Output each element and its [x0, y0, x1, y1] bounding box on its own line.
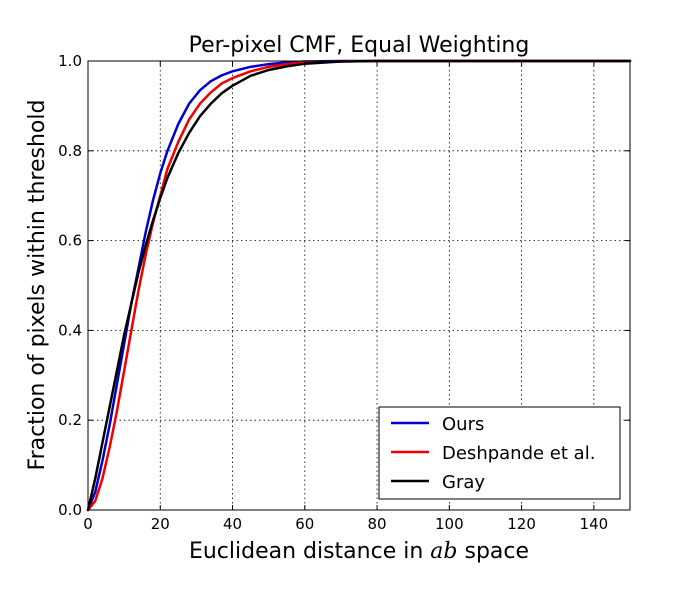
y-tick-label: 0.6: [58, 232, 82, 250]
y-tick-label: 0.4: [58, 321, 82, 339]
y-tick-label: 0.8: [58, 142, 82, 160]
x-axis-label: Euclidean distance in ab space: [189, 539, 529, 564]
x-tick-label: 20: [151, 515, 170, 533]
y-axis-label: Fraction of pixels within threshold: [25, 100, 50, 471]
x-tick-label: 60: [295, 515, 314, 533]
axis-ticks: 0 20 40 60 80 100 120 140 0.0 0.2 0.4 0.6 0.8 1.0: [58, 52, 630, 533]
series-line-deshpande-et-al: [86, 59, 632, 512]
x-tick-label: 140: [580, 515, 609, 533]
chart-title: Per-pixel CMF, Equal Weighting: [189, 33, 530, 58]
plot-frame: [87, 60, 631, 511]
x-tick-label: 120: [507, 515, 536, 533]
x-tick-label: 80: [368, 515, 387, 533]
legend-label-ours: Ours: [442, 414, 484, 435]
legend-label-deshpande: Deshpande et al.: [442, 443, 595, 464]
x-tick-label: 0: [83, 515, 93, 533]
y-tick-label: 0.0: [58, 501, 82, 519]
series-lines: [86, 59, 632, 512]
x-tick-label: 40: [223, 515, 242, 533]
legend-label-gray: Gray: [442, 472, 485, 493]
legend: Ours Deshpande et al. Gray: [378, 406, 621, 500]
y-tick-label: 1.0: [58, 52, 82, 70]
x-tick-label: 100: [435, 515, 464, 533]
series-line-gray: [86, 59, 632, 512]
y-tick-label: 0.2: [58, 411, 82, 429]
